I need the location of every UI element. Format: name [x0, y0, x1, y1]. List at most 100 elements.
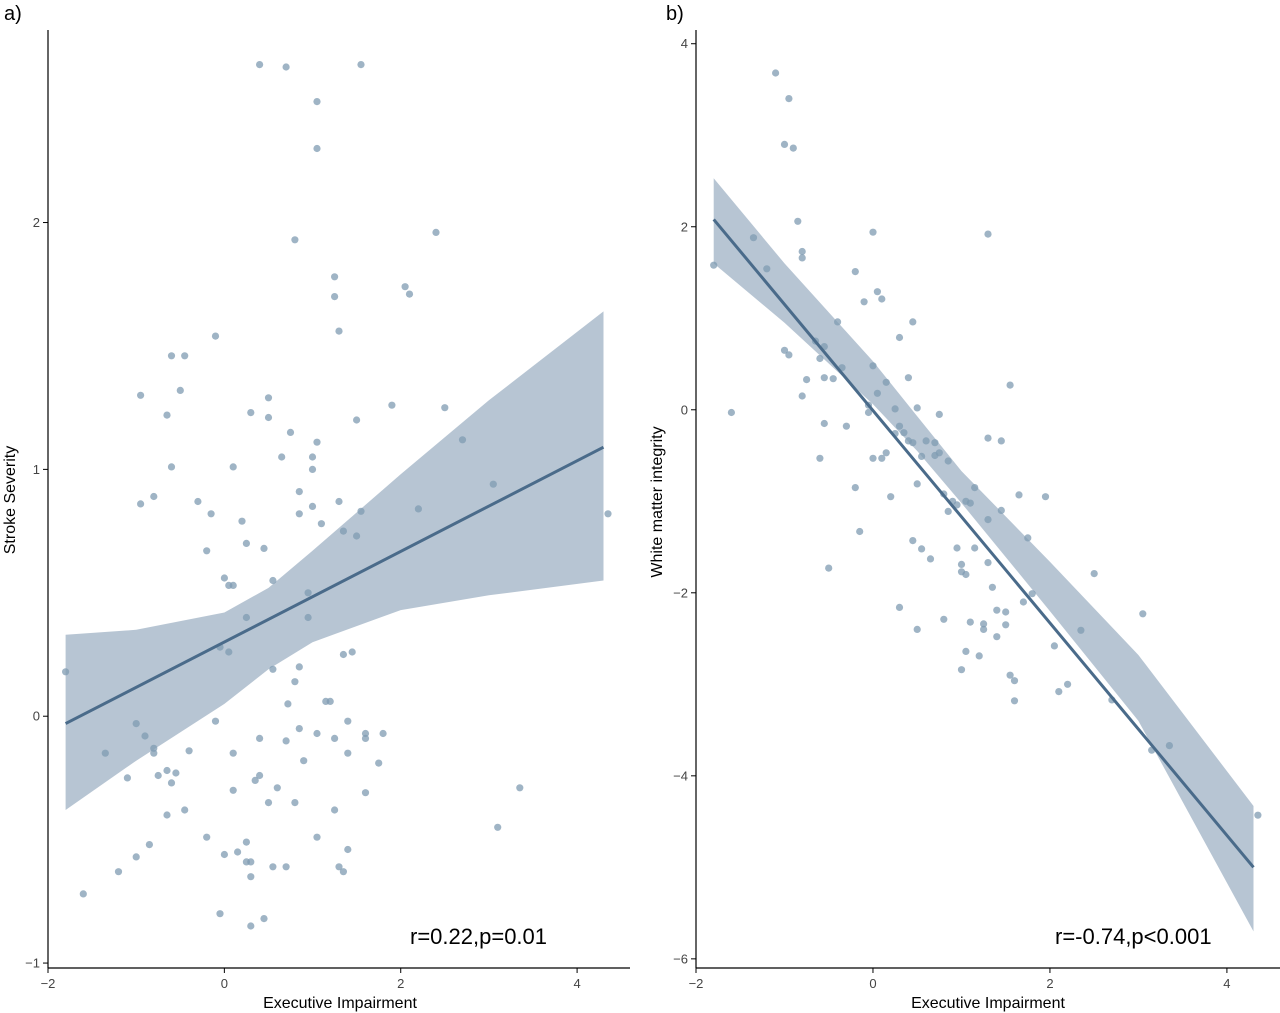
panel-b-data-point [878, 295, 886, 303]
panel-b-y-tick-label: −6 [673, 951, 688, 966]
panel-a-data-point [269, 576, 277, 585]
panel-a-data-point [194, 497, 202, 506]
panel-a-data-point [326, 697, 334, 706]
panel-a-data-point [331, 734, 339, 743]
panel-a-data-point [331, 273, 339, 281]
panel-a-y-tick-label: 1 [33, 462, 40, 477]
panel-a-data-point [137, 391, 145, 399]
panel-a-data-point [145, 841, 153, 849]
panel-a-data-point [181, 352, 189, 360]
panel-b-y-tick-label: −4 [673, 768, 688, 783]
panel-a-data-point [300, 757, 308, 765]
panel-b-y-axis-title: White matter integrity [649, 426, 666, 577]
panel-b-x-tick-label: −2 [689, 976, 704, 991]
panel-b-data-point [926, 555, 935, 563]
panel-b-data-point [785, 95, 793, 103]
panel-b-data-point [966, 499, 974, 507]
panel-a-data-point [163, 811, 171, 819]
panel-a-data-point [282, 737, 290, 745]
panel-b-data-point [772, 69, 780, 77]
panel-b-x-tick-label: 2 [1046, 976, 1053, 991]
panel-a-data-point [247, 858, 255, 866]
panel-a-data-point [344, 717, 352, 725]
panel-a-data-point [357, 507, 365, 515]
panel-a-data-point [357, 61, 365, 69]
panel-b-data-point [798, 247, 806, 256]
panel-a-label: a) [4, 3, 22, 25]
panel-b-label: b) [666, 3, 684, 25]
panel-a-data-point [229, 786, 237, 794]
panel-b-x-tick-label: 4 [1223, 976, 1230, 991]
panel-b-data-point [904, 374, 913, 382]
panel-a-data-point [260, 544, 268, 553]
panel-b-data-point [913, 625, 921, 634]
panel-b-data-point [962, 570, 970, 579]
panel-a-data-point [229, 463, 237, 471]
panel-b-data-point [856, 527, 864, 536]
panel-a-data-point [379, 729, 387, 738]
panel-a-data-point [291, 678, 299, 686]
panel-a-data-point [304, 589, 312, 597]
panel-a-data-point [339, 527, 347, 535]
panel-b-data-point [984, 230, 992, 238]
panel-a-data-point [132, 853, 140, 861]
panel-b-data-point [842, 422, 851, 430]
panel-a-data-point [211, 332, 220, 340]
panel-a-data-point [163, 766, 171, 775]
panel-b-data-point [882, 378, 890, 386]
panel-b-data-point [953, 544, 961, 552]
panel-a-data-point [211, 717, 220, 725]
panel-b-data-point [980, 625, 988, 634]
panel-b-data-point [913, 480, 921, 488]
panel-a-data-point [295, 725, 303, 733]
panel-a-data-point [167, 779, 176, 787]
panel-b-data-point [882, 449, 890, 457]
panel-b-data-point [997, 506, 1005, 514]
panel-a-data-point [516, 784, 524, 792]
panel-b-data-point [789, 144, 797, 152]
panel-b-data-point [909, 537, 917, 545]
panel-b-data-point [957, 560, 966, 569]
panel-b-data-point [820, 374, 828, 382]
panel-b-data-point [935, 449, 943, 457]
panel-a-data-point [163, 411, 171, 419]
panel-a-data-point [295, 510, 303, 518]
panel-a-data-point [284, 700, 292, 708]
panel-a-data-point [361, 789, 370, 797]
panel-b-data-point [1015, 491, 1023, 499]
panel-a-data-point [62, 668, 70, 676]
panel-b-data-point [900, 429, 908, 437]
panel-a-stat-annotation: r=0.22,p=0.01 [410, 924, 547, 949]
panel-a-data-point [176, 386, 184, 394]
panel-a-data-point [172, 769, 180, 777]
panel-b-data-point [834, 318, 842, 326]
panel-a-data-point [114, 868, 123, 876]
panel-a-data-point [251, 776, 259, 785]
panel-a-data-point [273, 784, 281, 792]
panel-a-data-point [304, 613, 312, 622]
panel-b-data-point [763, 265, 771, 273]
panel-b-data-point [1165, 742, 1173, 750]
panel-b-data-point [988, 583, 997, 591]
panel-b-data-point [957, 666, 966, 674]
panel-b-data-point [909, 318, 917, 326]
panel-b-data-point [1019, 598, 1027, 606]
panel-a-data-point [331, 293, 339, 301]
panel-a-data-point [229, 581, 237, 590]
panel-a-x-axis-title: Executive Impairment [263, 995, 417, 1012]
panel-a-data-point [247, 873, 255, 881]
panel-a-y-axis-title: Stroke Severity [2, 446, 19, 554]
panel-a-data-point [150, 492, 158, 501]
panel-a-data-point [234, 848, 242, 856]
panel-b-y-tick-label: 4 [681, 36, 688, 51]
panel-b-data-point [803, 376, 811, 384]
panel-b-data-point [918, 545, 926, 553]
panel-b-data-point [953, 501, 961, 509]
panel-b-data-point [913, 404, 921, 412]
panel-a-x-tick-label: 4 [573, 976, 580, 991]
panel-a-data-point [313, 144, 321, 153]
panel-a-data-point [313, 729, 321, 738]
panel-b-data-point [891, 405, 899, 413]
panel-b-data-point [1050, 642, 1058, 650]
panel-b-regression-line [712, 218, 1255, 869]
